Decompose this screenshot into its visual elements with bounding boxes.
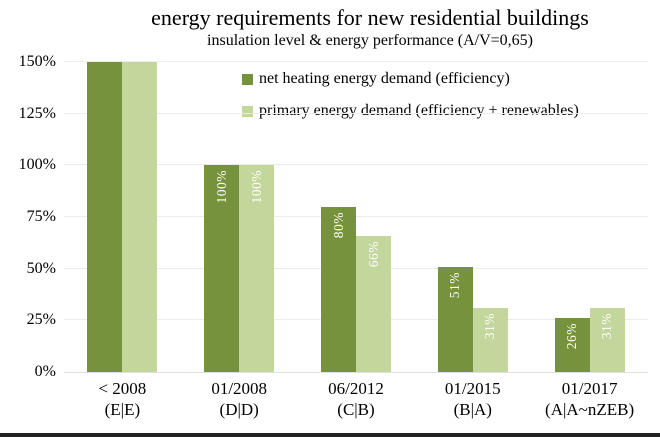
bar	[321, 206, 356, 372]
chart-subtitle: insulation level & energy performance (A…	[207, 32, 533, 49]
y-tick-label: 25%	[26, 311, 56, 329]
x-tick-classes: (E|E)	[104, 400, 141, 419]
gridline	[64, 112, 648, 114]
x-tick-classes: (B|A)	[453, 400, 492, 419]
bar	[356, 235, 391, 372]
x-tick-classes: (C|B)	[337, 400, 375, 419]
chart-title: energy requirements for new residential …	[151, 5, 589, 30]
x-tick-period: 01/2017	[561, 379, 618, 398]
x-tick-label: 06/2012 (C|B)	[298, 378, 415, 420]
bar	[204, 165, 240, 372]
x-tick-label: < 2008 (E|E)	[64, 378, 181, 420]
bar	[122, 62, 158, 372]
bar	[472, 307, 508, 372]
gridline	[64, 216, 648, 217]
x-tick-classes: (A|A~nZEB)	[545, 400, 635, 419]
legend-item-primary-energy: primary energy demand (efficiency + rene…	[242, 100, 579, 122]
x-tick-period: 01/2008	[211, 379, 268, 398]
bar	[437, 266, 473, 372]
bar	[589, 307, 625, 372]
y-tick-label: 125%	[18, 104, 56, 122]
x-tick-period: 01/2015	[444, 379, 501, 398]
y-tick-label: 50%	[26, 259, 56, 277]
plot-area: 100% 100% 80% 66% 51% 31% 26% 31%	[64, 61, 648, 373]
gridline	[64, 61, 648, 62]
gridline	[64, 372, 648, 373]
bar	[87, 62, 123, 372]
x-tick-label: 01/2017 (A|A~nZEB)	[531, 378, 648, 420]
x-tick-classes: (D|D)	[219, 400, 259, 419]
x-tick-period: < 2008	[98, 379, 147, 398]
bar	[239, 165, 275, 372]
gridline	[64, 164, 648, 166]
y-tick-label: 100%	[18, 156, 56, 174]
legend: net heating energy demand (efficiency) p…	[242, 68, 579, 122]
legend-label: primary energy demand (efficiency + rene…	[259, 102, 579, 119]
x-tick-period: 06/2012	[328, 379, 384, 398]
x-tick-label: 01/2008 (D|D)	[181, 378, 298, 420]
x-axis-labels: < 2008 (E|E) 01/2008 (D|D) 06/2012 (C|B) 01/20…	[64, 378, 648, 424]
y-tick-label: 0%	[34, 363, 56, 380]
x-tick-label: 01/2015 (B|A)	[414, 378, 531, 420]
legend-label: net heating energy demand (efficiency)	[259, 70, 510, 87]
y-tick-label: 150%	[18, 53, 56, 70]
legend-item-net-heating: net heating energy demand (efficiency)	[242, 68, 579, 90]
bar	[554, 318, 590, 372]
legend-swatch-dark-green	[242, 73, 253, 85]
y-axis-labels: 0% 25% 50% 75% 100% 125% 150%	[0, 53, 56, 380]
legend-swatch-light-green	[242, 105, 253, 117]
y-tick-label: 75%	[26, 208, 56, 225]
